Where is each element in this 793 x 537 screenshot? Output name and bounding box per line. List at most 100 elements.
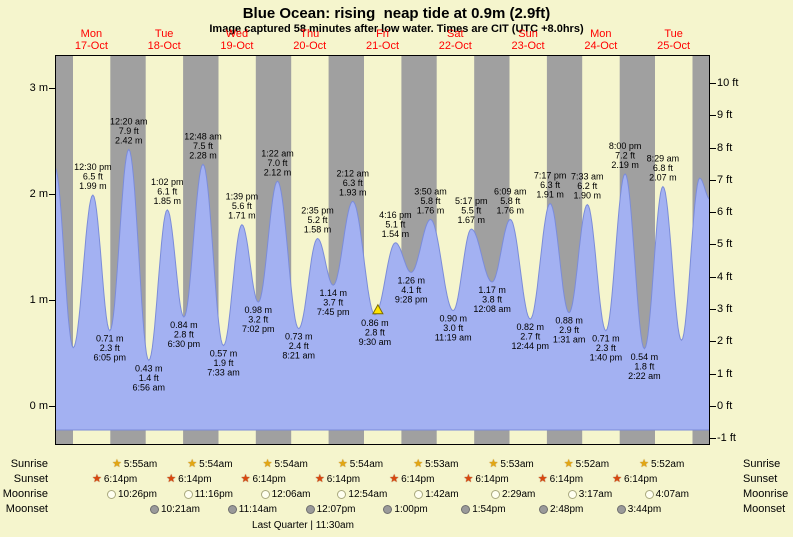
moonset-entry: 1:54pm [461, 503, 506, 516]
tide-extreme-label: 4:16 pm 5.1 ft 1.54 m [379, 210, 412, 239]
tide-extreme-label: 0.88 m 2.9 ft 1:31 am [553, 316, 586, 345]
moonrise-circle-icon [260, 490, 270, 499]
moonrise-entry: 1:42am [414, 488, 459, 501]
tide-extreme-label: 6:09 am 5.8 ft 1.76 m [494, 186, 527, 215]
day-date: 20-Oct [293, 40, 327, 52]
day-date: 18-Oct [147, 40, 181, 52]
y-axis-label-m: 0 m [29, 400, 48, 412]
day-name: Wed [225, 28, 249, 40]
day-label: Wed 19-Oct [220, 28, 253, 52]
day-label: Mon 17-Oct [75, 28, 108, 52]
tide-extreme-label: 1.26 m 4.1 ft 9:28 pm [395, 275, 428, 304]
sunset-star-icon: ★ [463, 473, 474, 485]
y-axis-tick-ft [710, 276, 716, 278]
tide-extreme-label: 5:17 pm 5.5 ft 1.67 m [455, 196, 488, 225]
moonrise-time: 12:54am [348, 489, 388, 500]
y-axis-tick-ft [710, 82, 716, 84]
moonrise-time: 4:07am [655, 489, 689, 500]
tide-extreme-label: 8:29 am 6.8 ft 2.07 m [647, 154, 680, 183]
moonrise-entry: 3:17am [567, 488, 613, 501]
day-date: 24-Oct [584, 40, 618, 52]
sunset-time: 6:14pm [623, 474, 658, 485]
y-axis-tick-ft [710, 341, 716, 343]
tide-extreme-label: 1.14 m 3.7 ft 7:45 pm [317, 288, 350, 317]
sunrise-star-icon: ★ [337, 458, 348, 470]
y-axis-label-ft: 4 ft [717, 270, 733, 283]
y-axis-label-ft: 3 ft [717, 303, 733, 316]
sunset-time: 6:14pm [252, 474, 286, 485]
moonrise-circle-icon [567, 490, 577, 499]
y-axis-label-ft: 9 ft [717, 109, 733, 122]
sunset-entry: ★ 6:14pm [538, 473, 583, 486]
moonset-circle-icon [150, 505, 159, 514]
moonset-circle-icon [227, 505, 237, 514]
sunset-time: 6:14pm [326, 474, 361, 485]
tide-extreme-label: 0.71 m 2.3 ft 6:05 pm [94, 334, 127, 363]
page-subtitle: Image captured 58 minutes after low wate… [209, 23, 584, 35]
sunset-star-icon: ★ [314, 473, 325, 485]
day-date: 19-Oct [220, 40, 254, 52]
sunrise-entry: ★ 5:54am [187, 458, 232, 471]
moonrise-entry: 10:26pm [107, 488, 157, 501]
sunrise-time: 5:54am [349, 459, 384, 470]
y-axis-label-ft: 5 ft [717, 238, 733, 251]
moonset-time: 1:00pm [394, 504, 428, 515]
moonrise-circle-icon [183, 490, 193, 499]
sunset-time: 6:14pm [103, 474, 138, 485]
sunrise-time: 5:52am [575, 459, 610, 470]
moonset-entry: 10:21am [150, 503, 200, 516]
y-axis-tick-ft [710, 147, 716, 149]
sunset-row-label-left: Sunset [13, 473, 48, 485]
moonset-entry: 1:00pm [383, 503, 428, 516]
day-date: 25-Oct [657, 40, 691, 52]
sunrise-time: 5:55am [123, 459, 158, 470]
moonset-circle-icon [616, 505, 626, 514]
tide-extreme-label: 0.71 m 2.3 ft 1:40 pm [590, 334, 623, 363]
y-axis-tick-ft [710, 244, 716, 246]
moonset-row-label-left: Moonset [5, 503, 48, 515]
moonrise-row-label-right: Moonrise [743, 488, 789, 500]
sunrise-star-icon: ★ [488, 458, 499, 470]
sunset-time: 6:14pm [178, 474, 212, 485]
y-axis-label-ft: 7 ft [717, 173, 733, 186]
moonrise-circle-icon [644, 490, 654, 499]
moonrise-entry: 2:29am [491, 488, 535, 501]
sunset-time: 6:14pm [401, 474, 435, 485]
y-axis-tick-ft [710, 212, 716, 214]
day-date: 21-Oct [365, 40, 400, 52]
day-date: 22-Oct [438, 40, 472, 52]
sunset-time: 6:14pm [475, 474, 509, 485]
sunset-star-icon: ★ [612, 473, 622, 485]
tide-extreme-label: 12:20 am 7.9 ft 2.42 m [110, 117, 148, 146]
sunrise-time: 5:52am [650, 459, 685, 470]
sunset-star-icon: ★ [537, 473, 548, 485]
moonrise-time: 3:17am [578, 489, 613, 500]
tide-extreme-label: 0.90 m 3.0 ft 11:19 am [435, 314, 472, 343]
moonset-time: 3:44pm [627, 504, 662, 515]
tide-extreme-label: 0.98 m 3.2 ft 7:02 pm [242, 305, 275, 334]
moonrise-entry: 12:06am [260, 488, 311, 501]
moonrise-circle-icon [491, 490, 500, 499]
moonset-circle-icon [383, 505, 393, 514]
tide-extreme-label: 12:30 pm 6.5 ft 1.99 m [74, 162, 112, 191]
sunrise-star-icon: ★ [187, 458, 198, 470]
moonrise-row-label-left: Moonrise [2, 488, 48, 500]
moonset-circle-icon [305, 505, 315, 514]
sunset-entry: ★ 6:14pm [612, 473, 657, 486]
sunrise-entry: ★ 5:54am [338, 458, 383, 471]
sunset-entry: ★ 6:14pm [241, 473, 286, 486]
day-name: Tue [154, 28, 174, 40]
sunset-entry: ★ 6:14pm [315, 473, 360, 486]
tide-curve [55, 148, 710, 431]
y-axis-tick-m [49, 406, 55, 407]
sunrise-entry: ★ 5:52am [564, 458, 609, 471]
tide-extreme-label: 7:33 am 6.2 ft 1.90 m [571, 172, 604, 201]
tide-extreme-label: 0.43 m 1.4 ft 6:56 am [133, 363, 166, 392]
sunset-entry: ★ 6:14pm [464, 473, 509, 486]
moonset-row-label-right: Moonset [743, 503, 786, 515]
day-date: 17-Oct [74, 40, 108, 52]
y-axis-tick-m [49, 300, 55, 301]
moonset-entry: 11:14am [227, 503, 277, 516]
moonset-entry: 3:44pm [616, 503, 662, 516]
